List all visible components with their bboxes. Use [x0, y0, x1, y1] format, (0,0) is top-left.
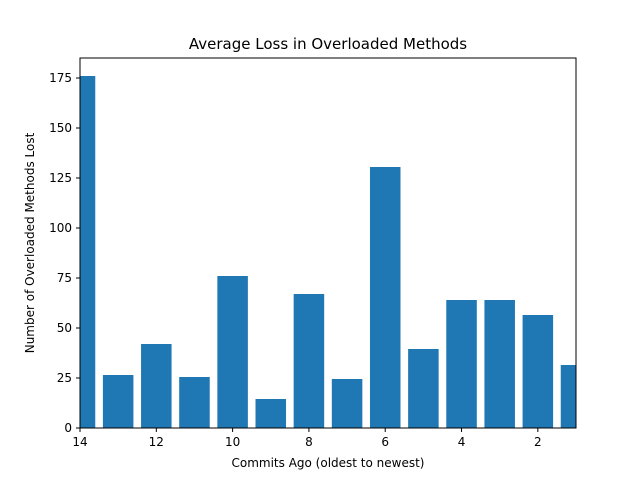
bar-14 — [80, 76, 96, 428]
x-tick-label: 4 — [458, 435, 466, 449]
bar-11 — [179, 377, 210, 428]
y-tick-label: 100 — [49, 221, 72, 235]
bar-2 — [522, 315, 554, 428]
y-axis-label: Number of Overloaded Methods Lost — [23, 132, 37, 353]
bar-3 — [484, 300, 515, 428]
bar-9 — [255, 399, 287, 428]
bar-13 — [102, 375, 134, 428]
bar-5 — [408, 349, 439, 428]
chart-title: Average Loss in Overloaded Methods — [189, 35, 467, 53]
bar-4 — [446, 300, 477, 428]
bar-12 — [141, 344, 172, 428]
bar-1 — [560, 365, 576, 428]
x-tick-label: 12 — [149, 435, 164, 449]
bar-8 — [293, 294, 325, 428]
x-axis-label: Commits Ago (oldest to newest) — [231, 456, 424, 470]
y-tick-label: 175 — [49, 71, 72, 85]
y-ticks: 0 25 50 75 100 125 150 175 — [49, 71, 80, 435]
bar-6 — [369, 167, 401, 428]
plot-frame — [79, 57, 577, 429]
bar-10 — [217, 276, 248, 428]
x-tick-label: 10 — [225, 435, 240, 449]
x-tick-label: 2 — [534, 435, 542, 449]
bar-7 — [331, 379, 363, 428]
bars-group — [80, 76, 576, 428]
y-tick-label: 0 — [64, 421, 72, 435]
x-tick-label: 8 — [305, 435, 313, 449]
x-tick-label: 14 — [72, 435, 87, 449]
y-tick-label: 75 — [57, 271, 72, 285]
y-tick-label: 125 — [49, 171, 72, 185]
x-ticks: 14 12 10 8 6 4 2 — [72, 428, 542, 449]
x-tick-label: 6 — [381, 435, 389, 449]
y-tick-label: 25 — [57, 371, 72, 385]
y-tick-label: 50 — [57, 321, 72, 335]
y-tick-label: 150 — [49, 121, 72, 135]
